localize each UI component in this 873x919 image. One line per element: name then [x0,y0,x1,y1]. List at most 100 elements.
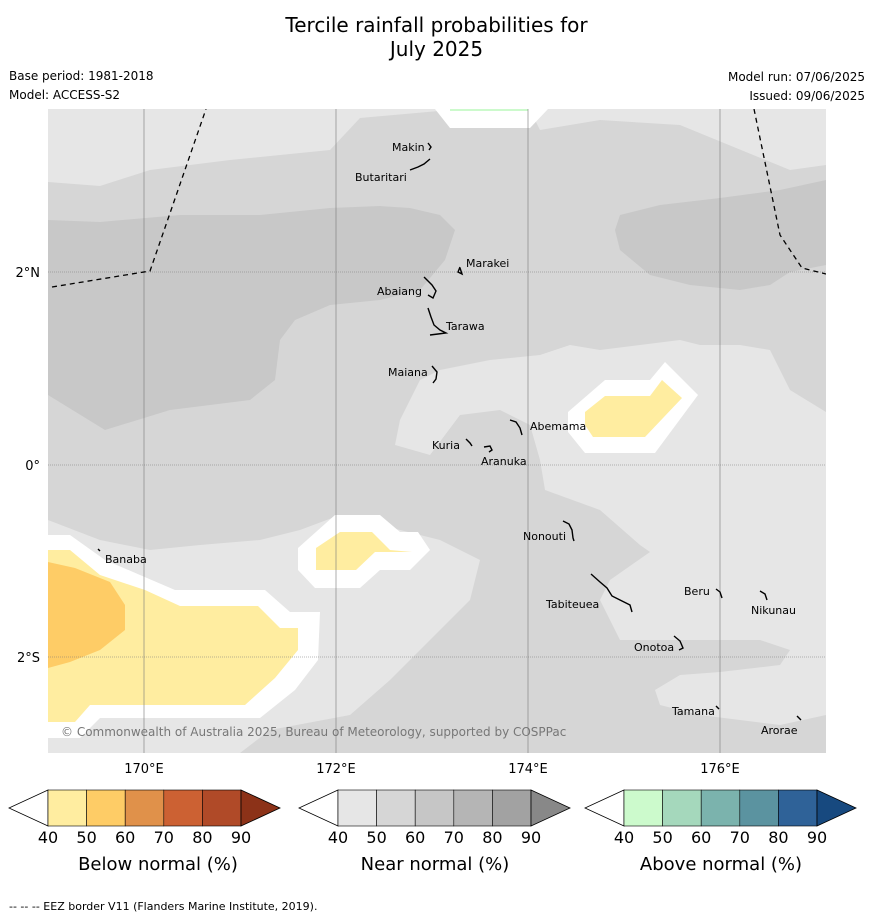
place-label-beru: Beru [684,585,710,598]
island-abemama [509,419,523,436]
colorbar-segment [662,789,702,827]
colorbar-tick-label: 40 [327,828,349,847]
colorbar-tick-label: 80 [768,828,789,847]
colorbar-tick-label: 50 [76,828,97,847]
colorbar-segment [202,789,242,827]
island-tarawa [427,307,449,336]
island-makin [427,142,432,151]
model-name: Model: ACCESS-S2 [9,88,121,102]
place-label-abaiang: Abaiang [377,285,422,298]
colorbar-segment [376,789,416,827]
colorbar-label-below: Below normal (%) [78,854,238,875]
place-label-kuria: Kuria [432,439,460,452]
lon-label-176e: 176°E [700,762,740,777]
island-aranuka [483,445,493,453]
place-label-marakei: Marakei [466,257,509,270]
place-label-tamana: Tamana [671,705,715,718]
below-normal-40-centre [316,532,412,570]
colorbar-tick-label: 70 [153,828,174,847]
colorbar-label-near: Near normal (%) [360,854,510,875]
island-tamana [715,705,720,710]
colorbar-above-normal [584,789,857,827]
island-marakei [457,266,464,276]
colorbar-tick-label: 90 [520,828,542,847]
colorbar-tick-label: 40 [37,828,59,847]
place-label-makin: Makin [392,141,425,154]
model-run: Model run: 07/06/2025 [727,70,865,84]
place-label-aranuka: Aranuka [481,455,527,468]
below-normal-50-sw [48,562,125,668]
lat-label-2s: 2°S [17,651,40,666]
lat-label-2n: 2°N [16,266,41,281]
base-period: Base period: 1981-2018 [9,69,154,83]
colorbar-extension-low [8,789,49,827]
colorbar-segment [86,789,126,827]
eez-footnote: -- -- -- EEZ border V11 (Flanders Marine… [9,900,318,913]
map-panel: Makin Butaritari Marakei Abaiang Tarawa … [48,109,826,753]
place-label-nonouti: Nonouti [523,530,566,543]
place-label-butaritari: Butaritari [355,171,407,184]
graticule [48,109,826,753]
colorbar-segment [778,789,818,827]
colorbar-near-normal [298,789,571,827]
copyright-notice: © Commonwealth of Australia 2025, Bureau… [61,725,566,739]
island-maiana [431,365,438,384]
place-label-nikunau: Nikunau [751,604,796,617]
island-nikunau [759,590,768,601]
colorbar-extension-high [530,789,571,827]
colorbar-tick-label: 50 [652,828,673,847]
lat-label-0: 0° [25,459,40,474]
colorbar-tick-label: 60 [115,828,136,847]
place-label-banaba: Banaba [105,553,147,566]
colorbar-extension-high [240,789,281,827]
island-tabiteuea [590,573,633,613]
colorbar-extension-low [298,789,339,827]
colorbar-segment [700,789,741,827]
island-onotoa [673,635,684,651]
colorbar-segment [124,789,165,827]
colorbar-tick-label: 90 [230,828,252,847]
title-line-1: Tercile rainfall probabilities for [285,13,588,37]
colorbar-segment [739,789,779,827]
colorbar-tick-label: 70 [443,828,464,847]
place-label-abemama: Abemama [530,420,586,433]
colorbar-segment [414,789,455,827]
lon-label-170e: 170°E [124,762,164,777]
colorbar-tick-label: 70 [729,828,750,847]
colorbar-segment [163,789,203,827]
colorbar-tick-label: 80 [482,828,503,847]
colorbar-tick-label: 60 [691,828,712,847]
above-normal-buffer-top [435,109,548,128]
colorbar-label-above: Above normal (%) [639,854,803,875]
colorbar-segment [492,789,532,827]
colorbar-segment [337,789,377,827]
colorbar-tick-label: 90 [806,828,828,847]
island-banaba [97,548,101,552]
colorbar-tick-label: 80 [192,828,213,847]
island-abaiang [423,276,437,300]
eez-border [51,109,826,288]
near-normal-60-east [615,180,826,290]
issued-date: Issued: 09/06/2025 [749,89,865,103]
colorbar-tick-label: 50 [366,828,387,847]
colorbar-tick-label: 60 [405,828,426,847]
lon-label-174e: 174°E [508,762,548,777]
below-normal-40-east [585,380,682,437]
place-label-onotoa: Onotoa [634,641,674,654]
colorbar-tick-label: 40 [613,828,635,847]
island-nonouti [562,520,575,542]
island-kuria [465,438,473,447]
place-label-maiana: Maiana [388,366,428,379]
colorbar-below-normal [8,789,281,827]
colorbar-extension-high [816,789,857,827]
title-line-2: July 2025 [389,37,484,61]
colorbar-segment [453,789,493,827]
place-label-tabiteuea: Tabiteuea [545,598,599,611]
island-beru [715,588,723,599]
colorbar-segment [623,789,663,827]
near-normal-60-west [48,206,455,430]
colorbar-segment [47,789,87,827]
island-outlines [97,142,802,721]
lon-label-172e: 172°E [316,762,356,777]
